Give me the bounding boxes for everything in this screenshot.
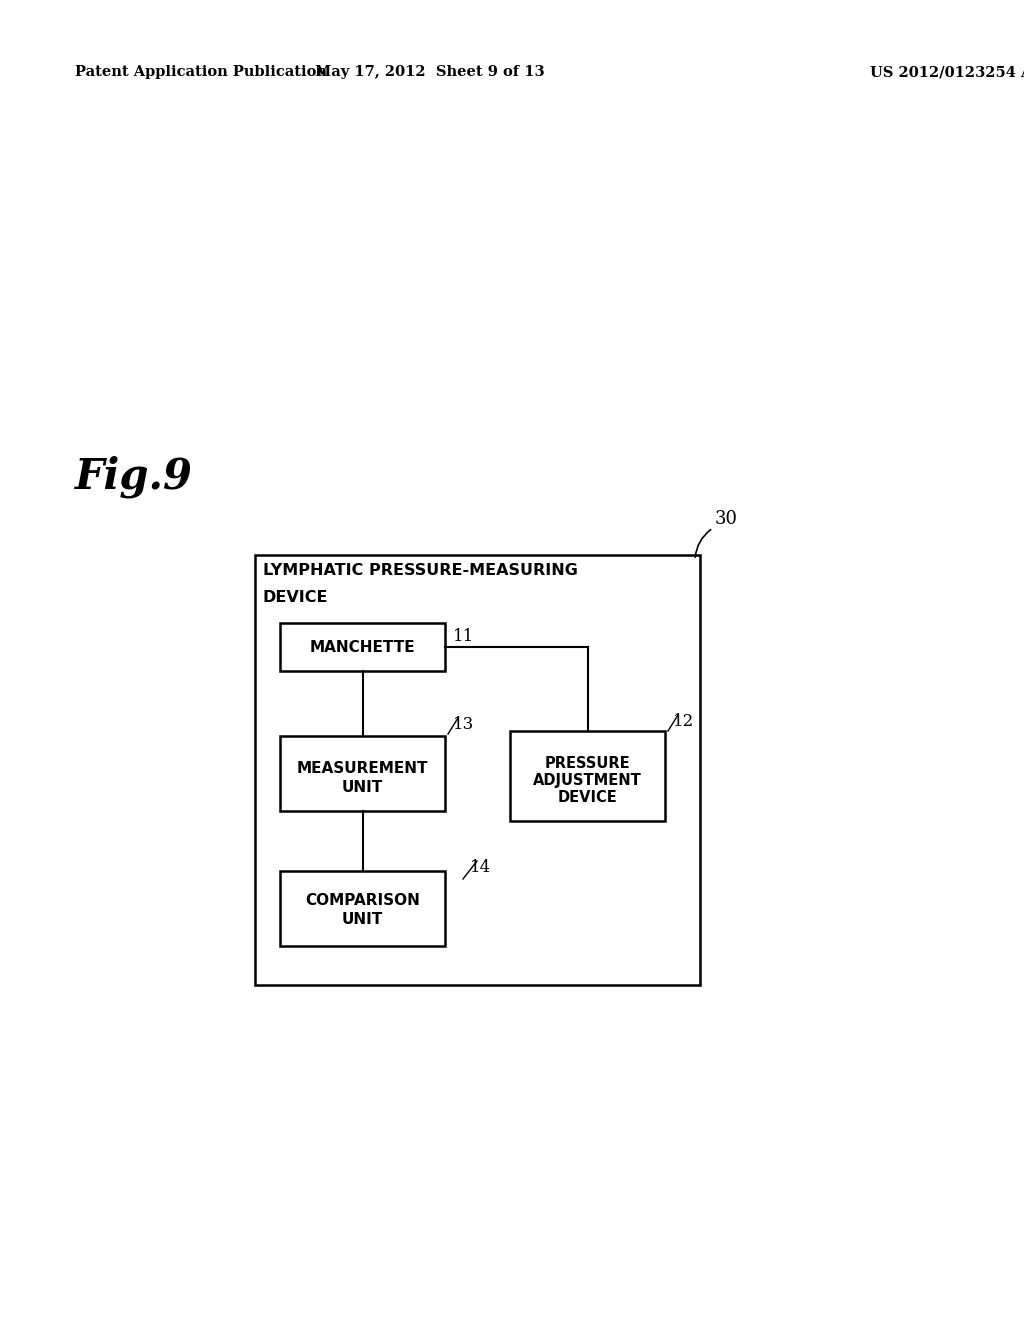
Text: MANCHETTE: MANCHETTE [309,639,416,655]
Text: 30: 30 [715,510,738,528]
Text: 12: 12 [673,713,694,730]
Text: COMPARISON: COMPARISON [305,894,420,908]
Text: 14: 14 [470,859,492,876]
Text: 13: 13 [453,715,474,733]
Text: PRESSURE: PRESSURE [545,756,631,771]
Text: UNIT: UNIT [342,912,383,927]
Bar [510,731,665,821]
Text: UNIT: UNIT [342,780,383,795]
Text: US 2012/0123254 A1: US 2012/0123254 A1 [870,65,1024,79]
Bar [280,737,445,810]
Text: DEVICE: DEVICE [558,791,617,805]
Bar [255,554,700,985]
Text: ADJUSTMENT: ADJUSTMENT [534,774,642,788]
Text: MEASUREMENT: MEASUREMENT [297,762,428,776]
Text: DEVICE: DEVICE [263,590,329,605]
Text: 11: 11 [453,628,474,645]
Bar [280,871,445,946]
Bar [280,623,445,671]
Text: LYMPHATIC PRESSURE-MEASURING: LYMPHATIC PRESSURE-MEASURING [263,564,578,578]
Text: May 17, 2012  Sheet 9 of 13: May 17, 2012 Sheet 9 of 13 [315,65,545,79]
Text: Fig.9: Fig.9 [75,455,193,498]
Text: Patent Application Publication: Patent Application Publication [75,65,327,79]
